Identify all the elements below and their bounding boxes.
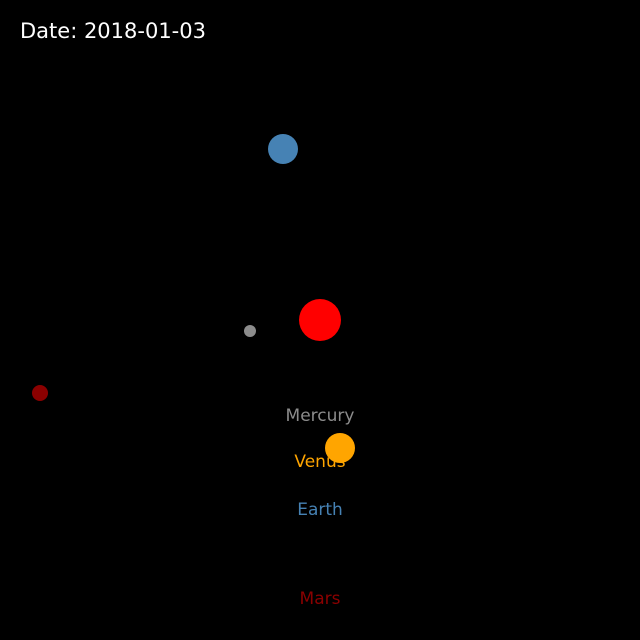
mars-body (32, 385, 48, 401)
sun-body (299, 299, 341, 341)
earth-body (268, 134, 298, 164)
venus-body (325, 433, 355, 463)
earth-label: Earth (297, 500, 343, 520)
date-label: Date: 2018-01-03 (20, 19, 206, 43)
mars-label: Mars (299, 589, 341, 609)
mercury-label: Mercury (285, 406, 355, 426)
mercury-body (244, 325, 256, 337)
